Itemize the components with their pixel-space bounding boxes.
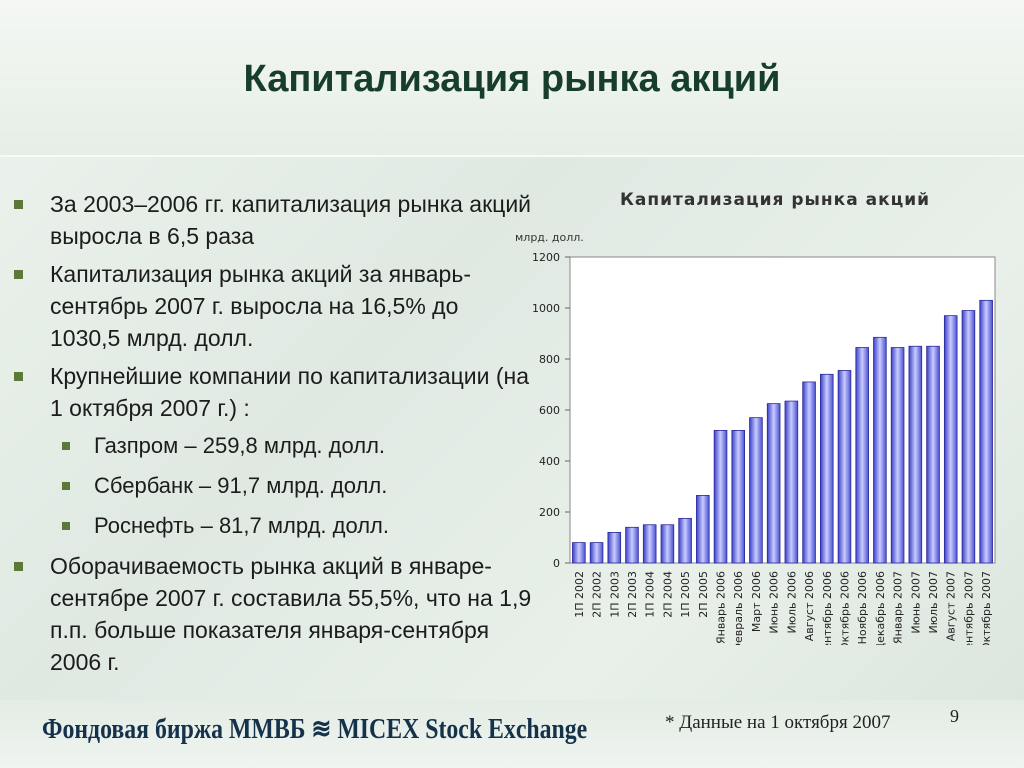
footnote: * Данные на 1 октября 2007	[665, 712, 891, 733]
x-tick-label: Сентябрь 2006	[821, 571, 834, 645]
bullet: Сбербанк – 91,7 млрд. долл.	[12, 470, 532, 502]
header-band	[0, 0, 1024, 157]
bar	[572, 542, 586, 564]
y-tick-label: 200	[539, 506, 560, 519]
bar	[696, 495, 710, 564]
footer-band	[0, 700, 1024, 768]
y-tick-label: 800	[539, 353, 560, 366]
bar	[961, 310, 976, 564]
x-tick-label: 2П 2003	[626, 571, 639, 618]
bullet: Капитализация рынка акций за январь-сент…	[12, 258, 532, 354]
x-tick-label: Январь 2007	[892, 571, 905, 644]
bar	[642, 524, 657, 564]
x-tick-label: Ноябрь 2006	[856, 571, 869, 644]
bar	[678, 517, 692, 564]
x-tick-label: Июнь 2007	[909, 571, 922, 634]
x-tick-label: Август 2006	[803, 571, 816, 641]
brand: Фондовая биржа ММВБ ≋ MICEX Stock Exchan…	[42, 714, 588, 745]
x-tick-label: Декабрь 2006	[874, 571, 887, 645]
bar	[943, 315, 958, 564]
bar	[607, 531, 622, 564]
bar	[802, 381, 816, 564]
bar	[873, 336, 887, 564]
plot-area	[569, 256, 996, 564]
slide-title: Капитализация рынка акций	[243, 58, 781, 100]
x-tick-label: Июль 2006	[785, 571, 798, 634]
x-tick-label: Март 2006	[750, 571, 763, 632]
chart-title: Капитализация рынка акций	[620, 190, 930, 210]
bar	[926, 345, 940, 564]
bar	[660, 524, 675, 564]
bar	[731, 429, 746, 564]
y-axis-label: млрд. долл.	[515, 231, 584, 244]
bar	[837, 370, 852, 564]
bar	[890, 347, 905, 564]
x-tick-label: Январь 2006	[715, 571, 728, 644]
x-tick-label: Февраль 2006	[732, 571, 745, 645]
x-tick-label: 1П 2002	[573, 571, 586, 618]
bar	[766, 403, 781, 564]
bullet: Газпром – 259,8 млрд. долл.	[12, 430, 532, 462]
x-tick-label: 1П 2003	[608, 571, 621, 618]
x-tick-label: Октябрь 2006	[838, 571, 851, 645]
bullet-list: За 2003–2006 гг. капитализация рынка акц…	[12, 188, 532, 684]
x-tick-label: 1П 2004	[644, 571, 657, 618]
x-tick-label: Август 2007	[945, 571, 958, 641]
bullet: Оборачиваемость рынка акций в январе-сен…	[12, 550, 532, 678]
x-tick-label: 2П 2002	[591, 571, 604, 618]
x-tick-label: 2П 2004	[661, 571, 674, 618]
x-tick-label: Июнь 2006	[768, 571, 781, 634]
y-tick-label: 1000	[532, 302, 560, 315]
bar	[713, 429, 728, 564]
x-tick-label: Сентябрь 2007	[962, 571, 975, 645]
bar	[979, 299, 993, 564]
bar	[589, 542, 604, 564]
bar	[784, 400, 799, 564]
bullet: Крупнейшие компании по капитализации (на…	[12, 360, 532, 424]
bullet: Роснефть – 81,7 млрд. долл.	[12, 510, 532, 542]
bar	[749, 417, 763, 564]
y-tick-label: 0	[553, 557, 560, 570]
chart: Капитализация рынка акций млрд. долл. 0 2…	[515, 190, 996, 645]
y-tick-label: 400	[539, 455, 560, 468]
y-tick-label: 1200	[532, 251, 560, 264]
y-tick-label: 600	[539, 404, 560, 417]
x-tick-label: Октябрь 2007	[980, 571, 993, 645]
bar	[855, 347, 869, 564]
x-tick-label: Июль 2007	[927, 571, 940, 634]
page-number: 9	[950, 706, 959, 726]
bar	[625, 526, 639, 564]
bullet: За 2003–2006 гг. капитализация рынка акц…	[12, 188, 532, 252]
bar	[908, 345, 923, 564]
x-tick-label: 1П 2005	[679, 571, 692, 618]
x-tick-label: 2П 2005	[697, 571, 710, 618]
bar	[819, 373, 834, 564]
